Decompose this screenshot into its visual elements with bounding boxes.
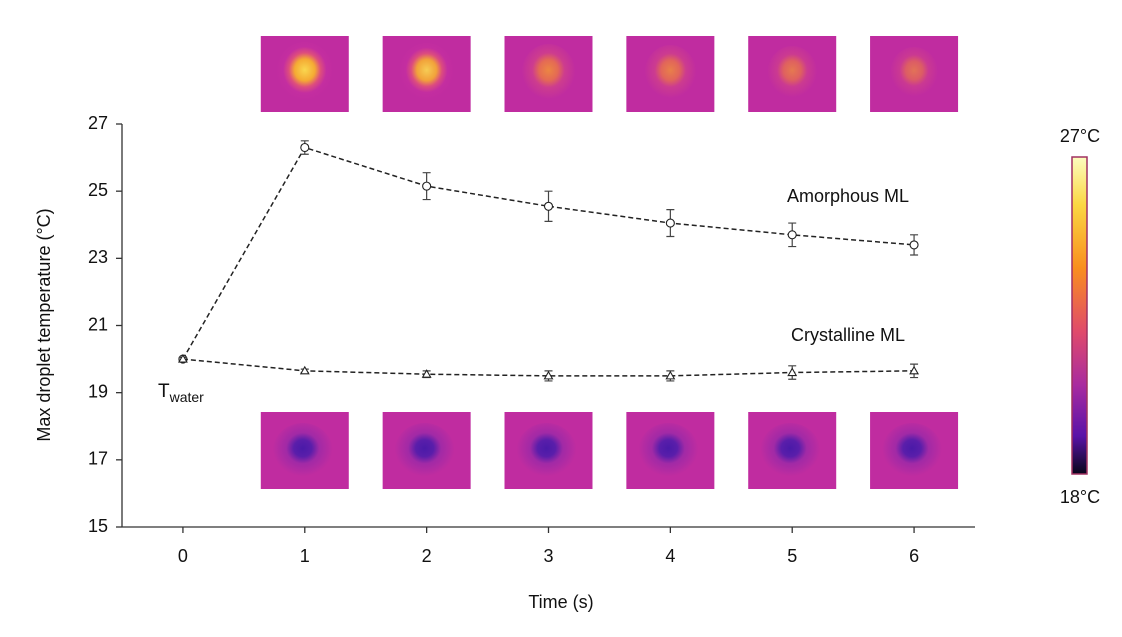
thermal-spot (890, 47, 938, 99)
thermal-spot (767, 46, 817, 100)
annotation: Twater (158, 381, 204, 405)
marker (545, 202, 553, 210)
x-tick-label: 0 (178, 546, 188, 566)
thermal-spot (522, 44, 576, 102)
colorbar (1072, 157, 1087, 474)
marker (788, 231, 796, 239)
y-tick-label: 23 (88, 247, 108, 267)
x-tick-label: 1 (300, 546, 310, 566)
x-tick-label: 2 (422, 546, 432, 566)
thermal-spot (395, 423, 455, 479)
y-tick-label: 27 (88, 113, 108, 133)
annotation-main: T (158, 381, 170, 402)
thermal-spot (399, 43, 455, 103)
chart: Time (s) Max droplet temperature (°C) Tw… (0, 0, 1122, 637)
y-tick-label: 17 (88, 449, 108, 469)
thermal-spot (760, 423, 820, 479)
x-tick-label: 4 (665, 546, 675, 566)
thermal-spot (644, 45, 696, 101)
colorbar-bottom-label: 18°C (1060, 487, 1100, 507)
marker (301, 367, 309, 374)
marker (423, 182, 431, 190)
x-tick-label: 6 (909, 546, 919, 566)
thermal-images (261, 36, 958, 489)
x-axis-title: Time (s) (528, 592, 593, 612)
thermal-spot (517, 423, 577, 479)
thermal-spot (273, 423, 333, 479)
y-tick-label: 15 (88, 516, 108, 536)
marker (910, 241, 918, 249)
x-tick-label: 5 (787, 546, 797, 566)
thermal-spot (882, 423, 942, 479)
y-tick-label: 21 (88, 314, 108, 334)
y-tick-label: 19 (88, 381, 108, 401)
y-axis-title: Max droplet temperature (°C) (34, 208, 54, 441)
colorbar-top-label: 27°C (1060, 126, 1100, 146)
thermal-spot (276, 42, 334, 104)
marker (301, 144, 309, 152)
marker (666, 219, 674, 227)
thermal-spot (638, 423, 698, 479)
annotation-sub: water (169, 389, 205, 405)
x-tick-label: 3 (543, 546, 553, 566)
series-label: Amorphous ML (787, 186, 909, 206)
series-label: Crystalline ML (791, 325, 905, 345)
y-tick-label: 25 (88, 180, 108, 200)
